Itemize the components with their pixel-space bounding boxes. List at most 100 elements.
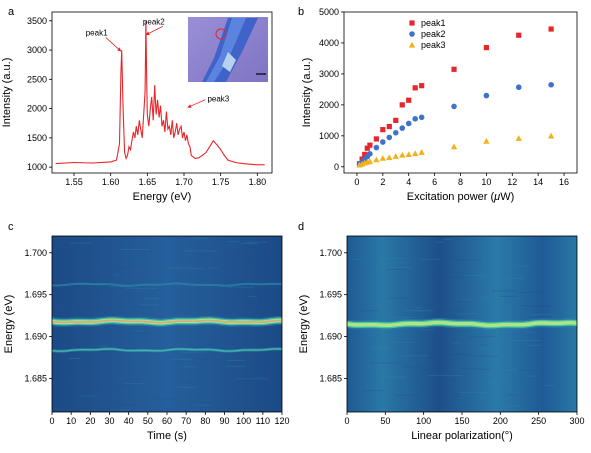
plot-frame-b — [343, 11, 578, 174]
heatmap-noise-streak-d — [456, 259, 481, 261]
heatmap-noise-streak-c — [152, 398, 178, 400]
heatmap-noise-streak-d — [431, 256, 457, 258]
x-tick-label-c: 20 — [85, 416, 95, 426]
heatmap-noise-streak-d — [529, 305, 549, 307]
heatmap-noise-streak-c — [98, 345, 108, 347]
x-tick-label-a: 1.60 — [102, 177, 120, 187]
heatmap-noise-streak-d — [507, 340, 542, 342]
heatmap-noise-streak-d — [412, 351, 447, 353]
data-point-peak3 — [366, 158, 374, 164]
heatmap-noise-streak-d — [531, 314, 555, 316]
data-point-peak1 — [364, 145, 370, 151]
heatmap-noise-streak-d — [525, 375, 537, 377]
heatmap-noise-streak-c — [246, 282, 280, 284]
data-point-peak1 — [393, 117, 399, 123]
x-tick-label-a: 1.55 — [65, 177, 83, 187]
x-axis-label-a: Energy (eV) — [133, 191, 192, 203]
heatmap-noise-streak-d — [480, 348, 490, 350]
heatmap-noise-streak-d — [518, 291, 544, 293]
heatmap-noise-streak-c — [113, 404, 137, 406]
heatmap-noise-streak-c — [240, 242, 259, 244]
y-tick-label-c: 1.695 — [24, 290, 47, 300]
heatmap-noise-streak-d — [434, 241, 444, 243]
x-tick-label-b: 0 — [354, 177, 359, 187]
heatmap-noise-streak-c — [68, 357, 81, 359]
data-point-peak2 — [380, 139, 386, 145]
heatmap-noise-streak-c — [167, 267, 199, 269]
heatmap-noise-streak-d — [448, 353, 471, 355]
data-point-peak2 — [451, 103, 457, 110]
heatmap-noise-streak-d — [370, 347, 395, 349]
data-point-peak3 — [379, 154, 387, 161]
heatmap-noise-streak-c — [59, 304, 91, 306]
data-point-peak2 — [483, 92, 490, 99]
y-tick-label-d: 1.685 — [319, 373, 342, 383]
data-point-peak1 — [548, 26, 554, 32]
heatmap-noise-streak-d — [464, 355, 498, 357]
inset-flake-layer — [206, 18, 246, 82]
heatmap-noise-streak-d — [362, 390, 385, 392]
heatmap-noise-streak-c — [181, 351, 206, 353]
heatmap-noise-streak-d — [416, 307, 423, 309]
x-tick-label-c: 50 — [143, 416, 153, 426]
data-point-peak2 — [392, 129, 399, 136]
panel-label-d: d — [298, 221, 304, 233]
heatmap-noise-streak-d — [489, 368, 510, 370]
heatmap-noise-streak-d — [463, 313, 479, 315]
x-tick-label-d: 50 — [380, 416, 390, 426]
y-tick-label-a: 3000 — [27, 45, 47, 55]
annotation-arrow-peak2 — [145, 25, 164, 36]
annotation-arrow-peak3 — [187, 99, 206, 108]
x-tick-label-b: 14 — [533, 177, 543, 187]
x-tick-label-c: 10 — [66, 416, 76, 426]
heatmap-noise-streak-d — [543, 384, 555, 386]
heatmap-noise-streak-d — [493, 238, 502, 240]
data-point-peak3 — [405, 151, 412, 158]
heatmap-noise-streak-d — [449, 396, 460, 398]
heatmap-noise-streak-d — [443, 238, 454, 240]
data-point-peak3 — [450, 143, 458, 150]
heatmap-noise-streak-d — [489, 405, 521, 407]
heatmap-noise-streak-c — [89, 310, 112, 312]
y-tick-label-c: 1.690 — [24, 332, 47, 342]
heatmap-noise-streak-d — [491, 290, 518, 292]
heatmap-noise-streak-c — [247, 376, 269, 378]
heatmap-noise-streak-c — [121, 332, 151, 334]
x-tick-label-c: 90 — [219, 416, 229, 426]
heatmap-noise-streak-c — [70, 242, 87, 244]
y-tick-label-c: 1.685 — [24, 373, 47, 383]
heatmap-noise-streak-c — [88, 287, 115, 289]
x-tick-label-d: 0 — [344, 416, 349, 426]
heatmap-noise-streak-d — [508, 369, 538, 371]
heatmap-noise-streak-d — [462, 299, 473, 301]
panel-label-c: c — [8, 221, 14, 233]
heatmap-noise-streak-d — [432, 310, 463, 312]
inset-micrograph — [188, 17, 268, 82]
y-axis-label-c: Energy (eV) — [3, 295, 15, 354]
x-tick-label-b: 2 — [380, 177, 385, 187]
x-tick-label-a: 1.70 — [175, 177, 193, 187]
data-point-peak2 — [548, 81, 554, 88]
heatmap-noise-streak-c — [224, 365, 246, 367]
y-axis-label-a: Intensity (a.u.) — [1, 58, 13, 128]
data-point-peak1 — [412, 85, 418, 91]
x-tick-label-d: 200 — [493, 416, 508, 426]
data-point-peak2 — [412, 116, 418, 122]
x-tick-label-c: 80 — [200, 416, 210, 426]
data-point-peak1 — [362, 151, 368, 158]
legend-marker-peak3 — [408, 41, 416, 48]
data-point-peak1 — [399, 102, 405, 108]
panel-label-b: b — [298, 6, 304, 18]
chart-panel-d: 0 50 100 150 200 250 300 1.685 1.690 1.695 1.700 Li… — [298, 235, 585, 442]
data-point-peak3 — [515, 135, 522, 141]
heatmap-noise-streak-d — [524, 331, 535, 333]
heatmap-noise-streak-c — [171, 347, 205, 349]
annotation-peak2: peak2 — [143, 17, 165, 26]
x-tick-label-c: 120 — [274, 416, 289, 426]
heatmap-noise-streak-d — [409, 310, 427, 312]
heatmap-noise-streak-c — [55, 241, 66, 243]
x-tick-label-d: 100 — [416, 416, 431, 426]
heatmap-noise-streak-d — [389, 316, 414, 318]
heatmap-noise-streak-d — [487, 382, 510, 384]
heatmap-noise-streak-d — [518, 369, 537, 371]
